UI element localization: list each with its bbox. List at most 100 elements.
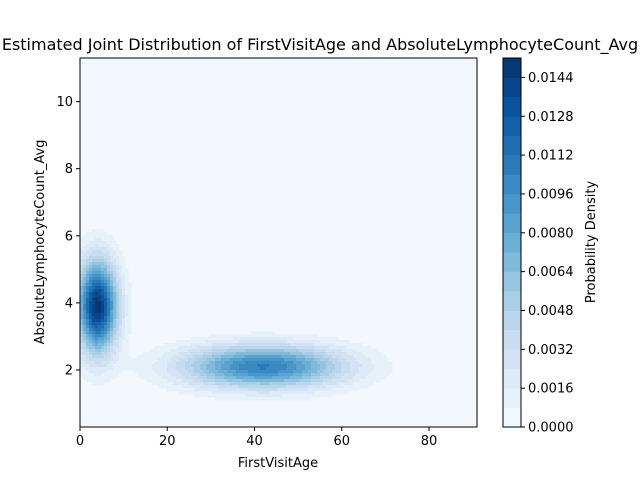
contour-cell (116, 343, 120, 347)
contour-cell (290, 388, 294, 392)
contour-cell (188, 361, 192, 365)
contour-cell (317, 394, 321, 398)
contour-cell (272, 385, 276, 389)
contour-cell (107, 289, 111, 293)
contour-cell (257, 343, 261, 347)
contour-cell (353, 355, 357, 359)
colorbar-segment (503, 96, 521, 117)
contour-cell (83, 307, 87, 311)
contour-cell (113, 262, 117, 266)
contour-cell (296, 340, 300, 344)
contour-cell (167, 367, 171, 371)
contour-cell (284, 379, 288, 383)
contour-cell (101, 277, 105, 281)
contour-cell (248, 367, 252, 371)
contour-cell (152, 382, 156, 386)
contour-cell (362, 349, 366, 353)
contour-cell (98, 340, 102, 344)
contour-cell (158, 385, 162, 389)
contour-cell (203, 394, 207, 398)
contour-cell (236, 364, 240, 368)
contour-cell (167, 349, 171, 353)
contour-cell (275, 388, 279, 392)
contour-cell (155, 379, 159, 383)
contour-cell (302, 373, 306, 377)
contour-cell (89, 364, 93, 368)
contour-cell (239, 388, 243, 392)
contour-cell (218, 394, 222, 398)
contour-cell (293, 370, 297, 374)
contour-cell (89, 268, 93, 272)
contour-cell (92, 382, 96, 386)
contour-cell (188, 352, 192, 356)
contour-cell (146, 376, 150, 380)
contour-cell (83, 325, 87, 329)
contour-cell (92, 235, 96, 239)
contour-cell (119, 355, 123, 359)
contour-cell (293, 379, 297, 383)
contour-cell (89, 304, 93, 308)
contour-cell (116, 274, 120, 278)
contour-cell (287, 334, 291, 338)
contour-cell (263, 376, 267, 380)
contour-cell (119, 361, 123, 365)
contour-cell (344, 367, 348, 371)
contour-cell (92, 367, 96, 371)
contour-cell (308, 382, 312, 386)
contour-cell (119, 298, 123, 302)
contour-cell (83, 313, 87, 317)
contour-cell (260, 382, 264, 386)
contour-cell (95, 370, 99, 374)
contour-cell (275, 358, 279, 362)
contour-cell (86, 301, 90, 305)
contour-cell (230, 361, 234, 365)
contour-cell (152, 358, 156, 362)
contour-cell (188, 340, 192, 344)
contour-cell (98, 364, 102, 368)
contour-cell (305, 391, 309, 395)
contour-cell (296, 394, 300, 398)
contour-cell (89, 280, 93, 284)
contour-cell (101, 289, 105, 293)
contour-cell (95, 247, 99, 251)
contour-cell (377, 370, 381, 374)
contour-cell (107, 307, 111, 311)
contour-cell (362, 346, 366, 350)
contour-cell (122, 319, 126, 323)
contour-cell (284, 352, 288, 356)
contour-cell (197, 337, 201, 341)
contour-cell (206, 352, 210, 356)
contour-cell (347, 385, 351, 389)
contour-cell (362, 352, 366, 356)
contour-cell (260, 388, 264, 392)
contour-cell (185, 364, 189, 368)
contour-cell (125, 289, 129, 293)
contour-cell (83, 328, 87, 332)
contour-cell (110, 265, 114, 269)
contour-cell (263, 355, 267, 359)
contour-cell (95, 379, 99, 383)
colorbar-tick-label: 0.0032 (528, 343, 574, 358)
contour-cell (107, 331, 111, 335)
contour-cell (86, 232, 90, 236)
contour-cell (263, 349, 267, 353)
contour-cell (95, 274, 99, 278)
contour-cell (107, 268, 111, 272)
contour-cell (92, 295, 96, 299)
contour-cell (122, 271, 126, 275)
contour-cell (230, 358, 234, 362)
contour-cell (359, 379, 363, 383)
contour-cell (125, 334, 129, 338)
contour-cell (287, 373, 291, 377)
contour-cell (128, 301, 132, 305)
contour-cell (185, 355, 189, 359)
contour-cell (329, 346, 333, 350)
colorbar-segment (503, 310, 521, 331)
contour-cell (263, 391, 267, 395)
contour-cell (212, 337, 216, 341)
contour-cell (305, 376, 309, 380)
contour-cell (119, 277, 123, 281)
contour-cell (104, 295, 108, 299)
contour-cell (182, 367, 186, 371)
contour-cell (80, 313, 84, 317)
